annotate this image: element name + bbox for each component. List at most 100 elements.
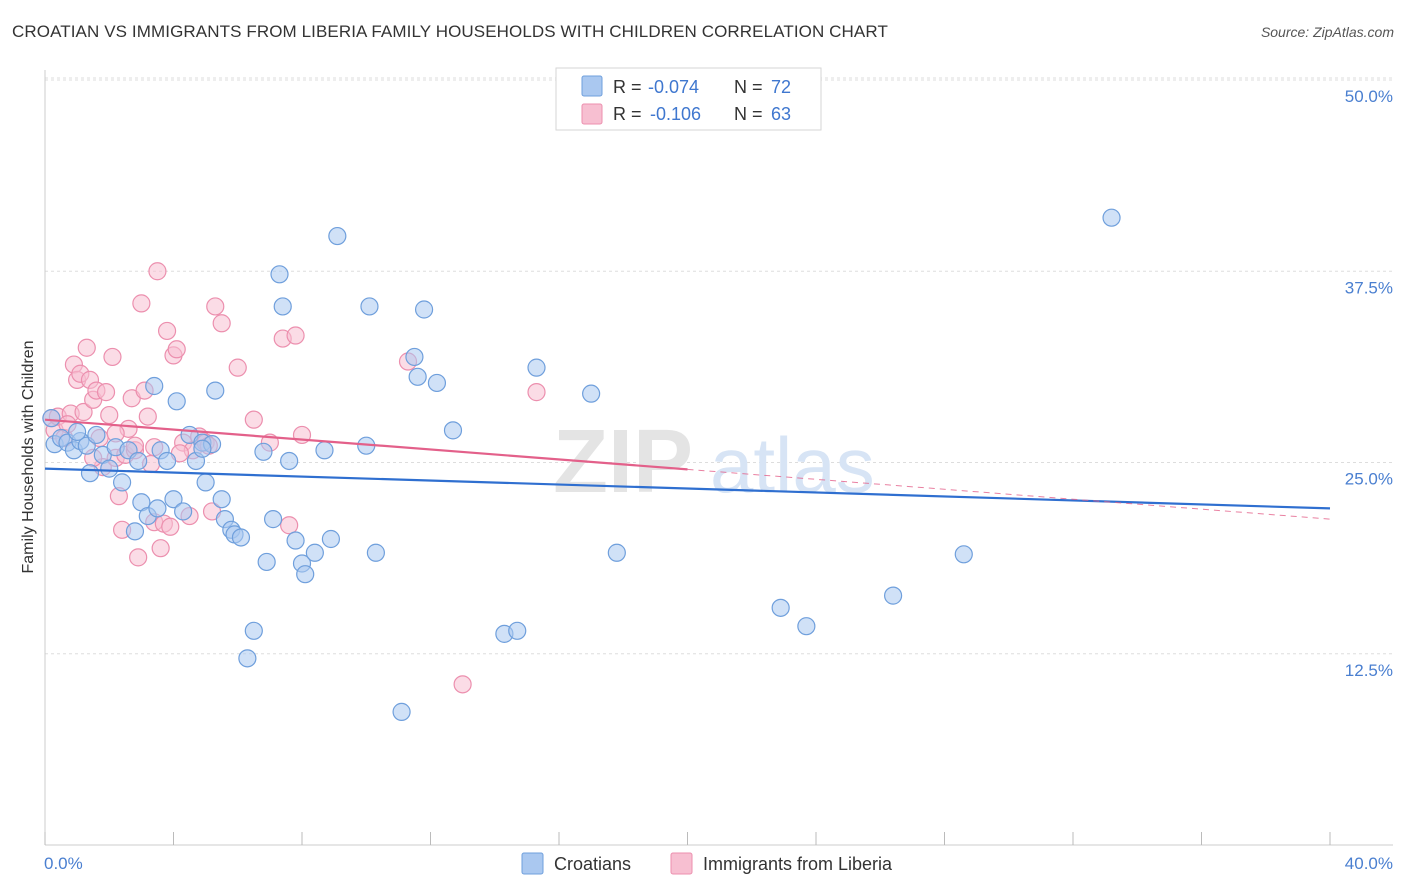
croatians-point-71 [193, 439, 212, 458]
bottom-legend: Croatians Immigrants from Liberia [521, 852, 893, 875]
legend-r-value-2: -0.106 [650, 104, 701, 124]
y-tick-label: 12.5% [1345, 661, 1393, 680]
liberia-point-8 [74, 402, 93, 422]
croatians-point-55 [414, 300, 434, 319]
croatians-point-33 [231, 528, 251, 547]
liberia-point-35 [161, 517, 180, 536]
y-tick-label: 25.0% [1345, 470, 1393, 489]
croatians-point-60 [527, 358, 546, 377]
liberia-point-28 [138, 407, 157, 426]
croatians-point-17 [148, 499, 167, 518]
croatians-point-34 [238, 649, 257, 668]
croatians-point-68 [42, 409, 61, 428]
croatians-point-38 [263, 510, 283, 529]
croatians-point-52 [392, 702, 411, 721]
trend-line-liberia [44, 418, 688, 471]
croatians-point-11 [112, 473, 132, 492]
croatians-point-22 [174, 502, 193, 521]
legend-r-label-1: R = [613, 77, 642, 97]
trend-lines [44, 418, 1331, 520]
croatians-point-53 [405, 347, 424, 367]
liberia-point-44 [206, 297, 225, 316]
x-tick-label-max: 40.0% [1345, 854, 1393, 873]
croatians-point-44 [296, 565, 315, 584]
legend-r-value-1: -0.074 [648, 77, 699, 97]
liberia-point-9 [77, 338, 96, 357]
croatians-point-9 [100, 459, 119, 478]
x-tick-label-min: 0.0% [44, 854, 83, 873]
croatians-point-63 [771, 598, 790, 617]
legend-n-label-1: N = [734, 77, 763, 97]
croatians-point-21 [167, 392, 186, 411]
croatians-point-64 [797, 617, 816, 636]
croatians-point-40 [273, 297, 292, 316]
y-tick-label: 50.0% [1345, 87, 1393, 106]
liberia-point-26 [132, 294, 151, 313]
x-axis-ticks [44, 832, 1331, 845]
croatians-point-19 [157, 451, 177, 471]
croatians-point-54 [408, 367, 427, 386]
croatians-point-61 [582, 384, 601, 403]
croatians-point-20 [164, 490, 183, 509]
liberia-point-34 [157, 321, 177, 341]
legend-n-value-1: 72 [771, 77, 791, 97]
gridlines [45, 77, 1393, 655]
liberia-point-46 [228, 358, 247, 377]
bottom-legend-liberia: Immigrants from Liberia [703, 854, 893, 874]
croatians-point-6 [80, 464, 100, 483]
croatians-point-67 [1102, 208, 1121, 227]
bottom-legend-swatch-croatians [521, 852, 544, 875]
croatians-point-13 [125, 522, 145, 541]
y-tick-labels: 12.5% 25.0% 37.5% 50.0% [1345, 87, 1393, 680]
croatians-point-48 [328, 226, 347, 246]
liberia-point-17 [103, 347, 122, 367]
croatians-point-66 [954, 545, 973, 564]
watermark-atlas: atlas [710, 421, 875, 509]
liberia-point-31 [148, 262, 167, 281]
croatians-point-41 [280, 451, 299, 471]
croatians-point-39 [270, 265, 289, 284]
croatians-point-70 [129, 451, 148, 471]
croatians-point-7 [87, 425, 106, 445]
liberia-point-15 [96, 383, 116, 402]
y-tick-label: 37.5% [1345, 278, 1393, 297]
croatians-point-45 [305, 543, 324, 562]
croatians-point-69 [68, 422, 87, 441]
croatians-point-36 [254, 442, 273, 461]
legend-n-value-2: 63 [771, 104, 791, 124]
trend-line-croatians [44, 467, 1331, 510]
croatians-point-29 [212, 490, 231, 509]
liberia-point-16 [100, 405, 119, 425]
croatians-point-62 [607, 543, 626, 562]
croatians-point-57 [443, 421, 463, 440]
liberia-point-45 [212, 314, 231, 333]
liberia-point-55 [527, 383, 546, 402]
croatians-point-59 [508, 621, 527, 640]
liberia-point-47 [244, 410, 263, 429]
croatians-point-37 [257, 552, 276, 572]
legend-swatch-croatians [581, 75, 603, 97]
croatians-point-16 [145, 376, 164, 396]
source-label: Source: ZipAtlas.com [1260, 24, 1394, 40]
croatians-point-47 [321, 529, 341, 549]
croatians-point-56 [427, 373, 447, 393]
croatians-point-26 [196, 473, 215, 492]
croatians-point-35 [244, 621, 263, 640]
croatians-point-42 [286, 531, 305, 550]
watermark-zip: ZIP [553, 412, 693, 512]
croatians-point-51 [366, 543, 385, 562]
legend-box: R = -0.074 N = 72 R = -0.106 N = 63 [555, 67, 822, 131]
y-axis-title: Family Households with Children [20, 341, 37, 574]
croatians-point-65 [883, 586, 903, 605]
liberia-point-54 [453, 675, 472, 694]
liberia-point-50 [280, 516, 299, 535]
liberia-point-32 [151, 539, 170, 558]
croatians-point-28 [206, 381, 225, 400]
legend-n-label-2: N = [734, 104, 763, 124]
croatians-point-50 [360, 297, 379, 316]
liberia-point-37 [167, 340, 186, 359]
legend-swatch-liberia [581, 103, 603, 125]
liberia-point-51 [286, 326, 305, 345]
bottom-legend-croatians: Croatians [554, 854, 631, 874]
